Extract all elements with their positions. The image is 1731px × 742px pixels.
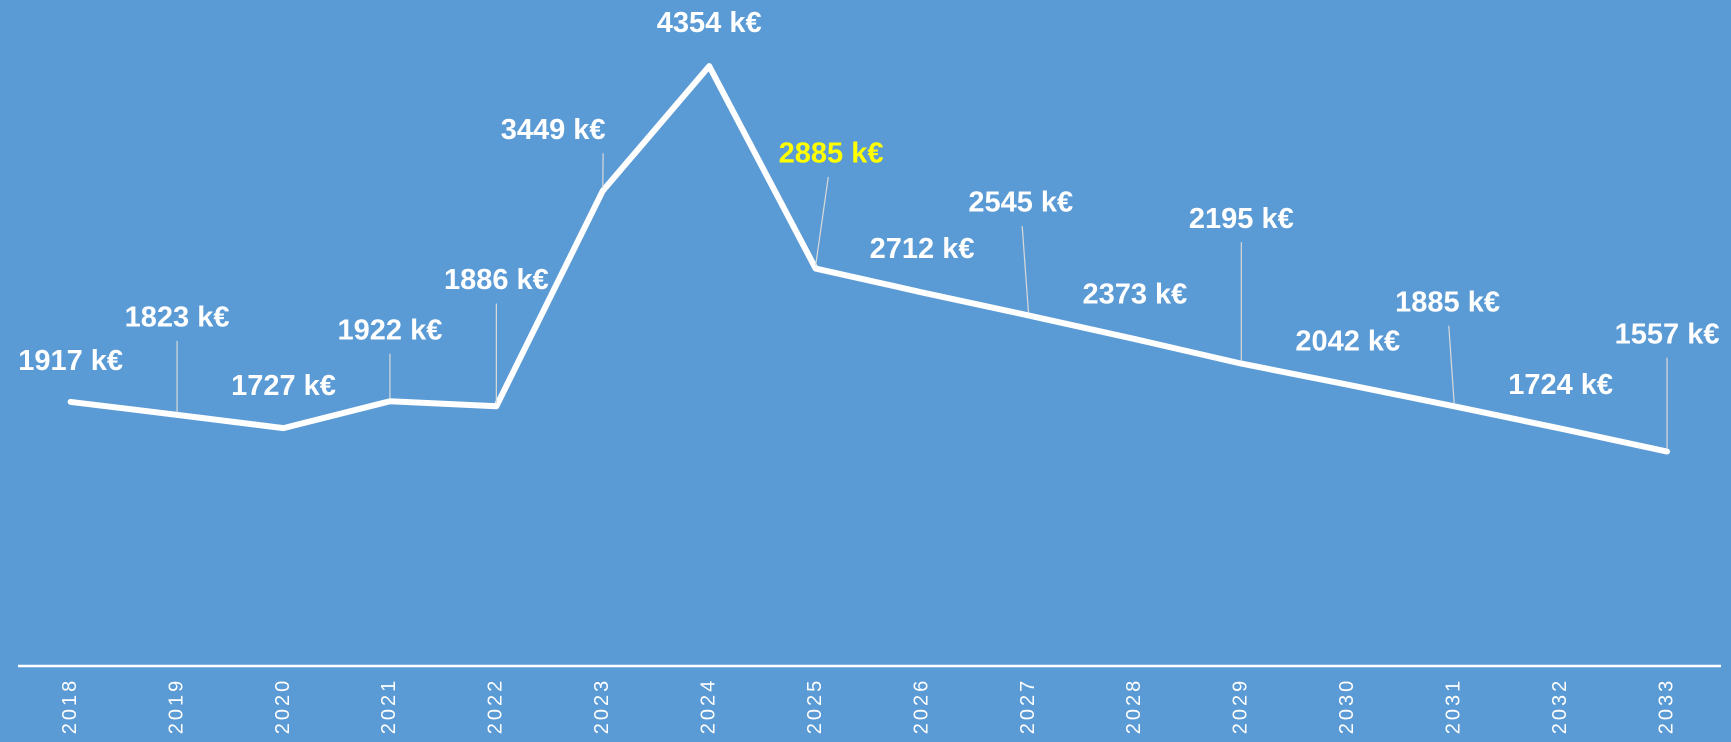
- x-tick-label: 2032: [1549, 678, 1571, 735]
- data-label: 1727 k€: [231, 370, 336, 402]
- leader-line: [1021, 225, 1030, 313]
- x-tick-label: 2021: [378, 678, 400, 735]
- data-label: 1823 k€: [125, 301, 230, 333]
- data-label: 2885 k€: [779, 137, 884, 169]
- data-label: 2195 k€: [1189, 203, 1294, 235]
- leader-line: [1448, 325, 1455, 404]
- data-label: 4354 k€: [657, 7, 762, 39]
- data-label: 2545 k€: [968, 187, 1073, 219]
- data-label: 1885 k€: [1395, 286, 1500, 318]
- x-tick-label: 2030: [1336, 678, 1358, 735]
- x-tick-label: 2019: [165, 678, 187, 735]
- data-label: 1917 k€: [18, 345, 123, 377]
- data-label: 2712 k€: [870, 233, 975, 265]
- x-tick-label: 2023: [591, 678, 613, 735]
- x-tick-label: 2027: [1017, 678, 1039, 735]
- x-tick-label: 2025: [804, 678, 826, 735]
- leader-line: [815, 176, 829, 266]
- data-label: 1886 k€: [444, 264, 549, 296]
- x-tick-label: 2033: [1655, 678, 1677, 735]
- x-tick-label: 2022: [485, 678, 507, 735]
- data-label: 3449 k€: [501, 114, 606, 146]
- x-tick-label: 2026: [910, 678, 932, 735]
- data-label: 1922 k€: [338, 314, 443, 346]
- line: [67, 63, 1671, 455]
- data-label: 2042 k€: [1295, 325, 1400, 357]
- x-tick-label: 2028: [1123, 678, 1145, 735]
- data-label: 1724 k€: [1508, 369, 1613, 401]
- x-tick-label: 2020: [272, 678, 294, 735]
- x-tick-label: 2018: [59, 678, 81, 735]
- x-tick-label: 2031: [1442, 678, 1464, 735]
- data-label: 2373 k€: [1082, 279, 1187, 311]
- x-tick-label: 2024: [697, 678, 719, 735]
- x-tick-label: 2029: [1230, 678, 1252, 735]
- data-label: 1557 k€: [1615, 318, 1720, 350]
